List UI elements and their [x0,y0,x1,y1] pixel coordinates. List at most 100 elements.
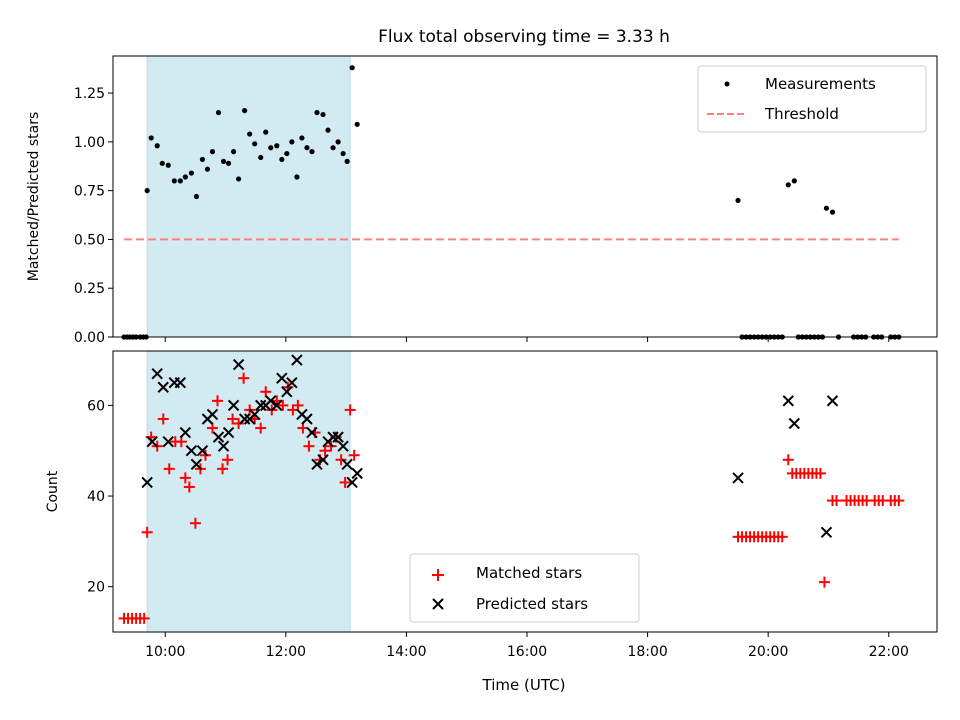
predicted-star-point [337,440,349,452]
predicted-star-point [346,476,358,489]
measurement-point [154,143,160,149]
measurement-point [159,160,165,166]
measurement-point [209,149,216,155]
measurement-point [230,149,237,155]
predicted-star-point-b [271,399,283,412]
top-y-tick-label: 1.00 [74,135,105,151]
matched-star-point [831,495,843,507]
measurement-point [330,145,336,151]
predicted-star-point-b [301,413,313,425]
predicted-star-point-b [196,445,209,457]
predicted-star-point [255,399,267,412]
measurement-point [274,143,280,149]
predicted-star-point [291,354,303,366]
predicted-star-point [732,472,744,484]
measurement-point [299,135,305,141]
predicted-star-point-b [212,431,225,443]
predicted-star-point-b [185,445,198,457]
predicted-star-point [174,377,187,389]
top-y-tick-label: 0.00 [74,330,105,346]
predicted-star-point-b [317,454,329,466]
predicted-star-point [286,377,298,389]
top-x-tick-marks [164,337,890,342]
top-y-tick-label: 0.75 [74,184,105,200]
measurement-point [349,65,355,71]
predicted-star-point-b [162,435,174,448]
x-tick-label: 20:00 [748,644,788,660]
legend-matched-label: Matched stars [476,564,582,582]
bottom-panel: 20 40 60 10:00 12:00 14:00 16:00 18:00 20:00 22:… [45,350,938,694]
legend-threshold-label: Threshold [764,105,839,123]
measurement-point [829,209,836,215]
measurement-point [258,154,264,161]
matched-star-point [138,612,150,624]
matched-star-point [818,576,830,588]
measurement-point [354,121,360,127]
measurement-point [182,174,188,180]
bottom-legend: Matched stars Predicted stars [409,553,640,623]
predicted-star-point-b [311,458,323,471]
legend-matched-marker [432,569,444,581]
predicted-star-point-b [820,526,833,538]
predicted-star-point [238,413,251,425]
predicted-star-point-b [826,395,839,407]
predicted-star-point [271,399,283,412]
matched-star-point [339,476,351,488]
measurement-point [199,156,206,163]
measurement-point [294,174,300,180]
predicted-star-point-b [238,413,251,425]
matched-star-point [255,422,267,434]
matched-star-point [776,531,788,543]
measurement-point [340,150,346,157]
measurement-point [309,149,315,155]
predicted-star-point-b [174,377,187,389]
matched-star-point [212,395,224,407]
predicted-star-point [820,526,833,538]
bottom-x-axis: 10:00 12:00 14:00 16:00 18:00 20:00 22:00 [145,632,909,660]
measurement-point [215,109,222,116]
top-plot-frame [112,55,938,338]
matched-star-point [238,372,250,384]
top-y-axis: 0.00 0.25 0.50 0.75 1.00 1.25 [74,86,113,346]
bottom-y-axis: 20 40 60 [87,398,113,596]
matched-star-point [325,440,337,452]
predicted-star-point [332,431,344,443]
x-axis-label: Time (UTC) [482,676,566,694]
predicted-star-point-b [337,440,349,452]
predicted-star-point [227,399,240,412]
top-y-tick-label: 0.50 [74,232,105,248]
predicted-star-point-b [265,395,277,407]
predicted-star-point-b [286,377,298,389]
top-panel: Flux total observing time = 3.33 h 0.000… [26,27,938,346]
measurement-point [247,131,253,137]
predicted-star-point [146,435,158,448]
legend-measurements-label: Measurements [765,75,876,93]
top-y-axis-label: Matched/Predicted stars [26,112,42,282]
measurement-point [344,158,350,164]
measurement-point [177,178,183,184]
top-legend: Measurements Threshold [697,65,927,133]
measurement-point [304,145,310,151]
predicted-star-point-b [788,417,801,430]
predicted-star-point [196,445,209,457]
matched-star-point [814,467,826,479]
predicted-star-point [341,458,353,471]
measurement-point [735,197,741,204]
predicted-star-point-b [206,408,219,421]
predicted-star-point-b [332,431,344,443]
measurement-point [268,145,274,151]
bottom-shaded-span [146,350,351,633]
matched-star-point [893,495,905,507]
matched-star-point [199,449,211,461]
predicted-star-point-b [248,408,261,421]
predicted-star-point-b [341,458,353,471]
matched-star-point [335,454,347,466]
measurement-point [314,109,320,116]
predicted-star-point [141,476,153,489]
matched-star-point [157,413,169,425]
measurement-point [165,162,171,168]
matched-star-point [217,463,229,475]
bottom-plot-frame [112,350,938,633]
measurement-point [171,178,177,184]
predicted-star-point [179,426,192,439]
